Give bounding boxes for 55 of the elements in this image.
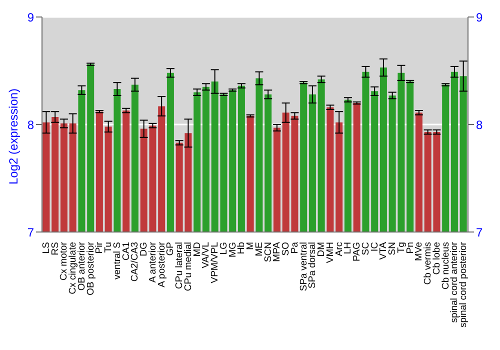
- y2-tick-label: 8: [476, 118, 483, 132]
- x-tick-label: MPA: [272, 241, 283, 262]
- y-tick-label: 7: [27, 225, 34, 240]
- x-tick-label: SPa ventral: [298, 242, 310, 292]
- x-tick-label: LH: [342, 242, 354, 254]
- x-tick-label: IC: [369, 242, 380, 252]
- x-tick-label: VA/VL: [200, 242, 212, 268]
- x-tick-label: LS: [40, 242, 52, 254]
- x-tick-label: RS: [50, 242, 61, 256]
- x-tick-label: SO: [280, 242, 292, 256]
- y-tick-label: 9: [27, 10, 34, 24]
- x-tick-label: MG: [227, 242, 238, 258]
- x-tick-label: DG: [138, 242, 150, 256]
- x-tick-label: VTA: [378, 241, 390, 260]
- x-tick-label: SPa dorsal: [307, 242, 318, 288]
- x-tick-label: A anterior: [147, 242, 158, 283]
- x-tick-label: Cx motor: [58, 242, 70, 281]
- x-tick-label: Cb lobe: [431, 242, 442, 275]
- x-tick-label: Tu: [103, 242, 114, 253]
- x-tick-label: Hb: [236, 242, 248, 254]
- x-tick-label: MVe: [414, 242, 425, 262]
- x-tick-label: Pa: [289, 241, 300, 254]
- x-tick-label: SCN: [262, 242, 274, 262]
- x-tick-label: VMH: [324, 242, 336, 264]
- x-tick-label: Arc: [334, 242, 345, 256]
- x-tick-label: ME: [254, 242, 265, 256]
- y2-tick-label: 7: [476, 225, 483, 240]
- x-tick-label: MD: [192, 242, 203, 257]
- x-tick-label: SC: [360, 242, 372, 256]
- y2-tick-label: 9: [476, 10, 483, 24]
- y-tick-label: 8: [27, 118, 34, 132]
- x-tick-label: Cb vermis: [422, 242, 434, 285]
- x-tick-label: ventral S: [112, 242, 123, 280]
- x-tick-label: OB anterior: [76, 242, 88, 291]
- x-tick-label: spinal cord posterior: [458, 242, 470, 328]
- x-tick-label: PAG: [352, 242, 363, 262]
- x-tick-label: LG: [218, 242, 230, 255]
- y-axis-title: Log2 (expression): [6, 88, 20, 184]
- x-tick-label: Pn: [404, 242, 416, 254]
- x-tick-label: CA2/CA3: [130, 242, 141, 282]
- x-tick-label: VPM/VPL: [210, 242, 221, 284]
- x-tick-label: spinal cord anterior: [449, 242, 460, 323]
- x-tick-label: GP: [165, 242, 176, 256]
- x-tick-label: DM: [316, 242, 328, 257]
- x-tick-label: SN: [387, 242, 398, 256]
- x-tick-label: M: [245, 242, 256, 250]
- x-tick-label: Cx cingulate: [68, 242, 79, 294]
- x-tick-label: OB posterior: [85, 242, 96, 296]
- x-tick-label: CPu medial: [182, 242, 194, 292]
- x-tick-label: Tg: [396, 242, 407, 254]
- x-tick-label: CA1: [120, 242, 132, 260]
- x-tick-label: Cb nucleus: [440, 242, 452, 290]
- x-tick-label: CPu lateral: [174, 242, 186, 289]
- x-tick-label: Pir: [94, 242, 106, 254]
- x-tick-label: A posterior: [156, 242, 168, 288]
